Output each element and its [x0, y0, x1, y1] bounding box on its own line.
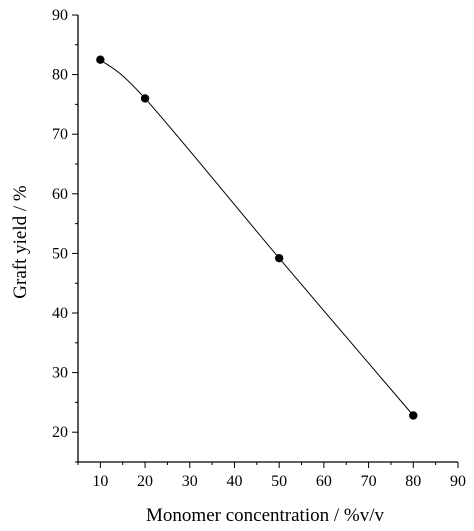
- data-points: [96, 55, 418, 420]
- x-tick-label: 50: [271, 473, 287, 490]
- y-tick-label: 20: [52, 424, 68, 441]
- y-tick-label: 70: [52, 126, 68, 143]
- x-tick-label: 30: [182, 473, 198, 490]
- y-tick-label: 40: [52, 305, 68, 322]
- x-tick-label: 90: [450, 473, 466, 490]
- y-tick-label: 90: [52, 7, 68, 24]
- y-tick-label: 80: [52, 67, 68, 84]
- y-tick-label: 60: [52, 186, 68, 203]
- y-axis-title: Graft yield / %: [10, 185, 31, 299]
- x-axis-title: Monomer concentration / %v/v: [146, 505, 384, 526]
- axis-ticks: [72, 14, 459, 468]
- data-point: [409, 411, 418, 420]
- y-tick-label: 30: [52, 365, 68, 382]
- data-point: [96, 55, 105, 64]
- fit-curve: [100, 59, 414, 416]
- y-tick-label: 50: [52, 245, 68, 262]
- x-tick-label: 20: [137, 473, 153, 490]
- x-tick-labels: 10 20 30 40 50 60 70 80 90: [92, 473, 466, 490]
- x-tick-label: 80: [405, 473, 421, 490]
- data-point: [274, 253, 284, 263]
- data-point: [140, 94, 150, 103]
- x-tick-label: 40: [226, 473, 242, 490]
- x-tick-label: 70: [361, 473, 377, 490]
- plot-axes: [77, 15, 458, 463]
- x-tick-label: 10: [92, 473, 108, 490]
- y-tick-labels: 20 30 40 50 60 70 80 90: [52, 7, 68, 441]
- x-tick-label: 60: [316, 473, 332, 490]
